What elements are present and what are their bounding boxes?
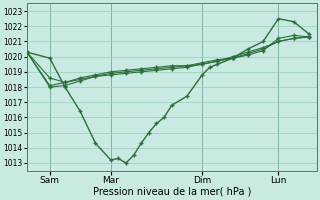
X-axis label: Pression niveau de la mer( hPa ): Pression niveau de la mer( hPa ) <box>92 187 251 197</box>
